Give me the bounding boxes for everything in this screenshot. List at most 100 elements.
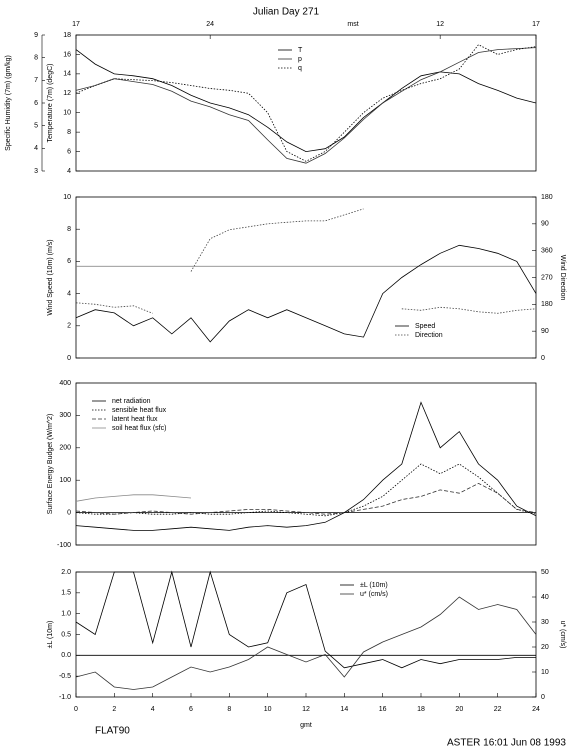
series-line <box>75 49 537 153</box>
y-tick-label: 200 <box>59 445 71 452</box>
y-tick-label: 0.0 <box>61 652 71 659</box>
series-line <box>75 494 192 502</box>
y-tick-label: 0.5 <box>61 631 71 638</box>
x2-tick-label: 17 <box>532 21 540 28</box>
x2-tick-label: 17 <box>72 21 80 28</box>
y-tick-label: 6 <box>67 148 71 155</box>
x-tick-label: 24 <box>532 706 540 713</box>
y-tick-label: 4 <box>67 290 71 297</box>
y-tick-label: 2 <box>67 323 71 330</box>
y2-tick-label: 20 <box>541 644 549 651</box>
footer-right: ASTER 16:01 Jun 08 1993 <box>447 738 566 749</box>
series-line <box>75 244 537 343</box>
x-tick-label: 20 <box>455 706 463 713</box>
y-tick-label: 2.0 <box>61 569 71 576</box>
y-tick-label: 16 <box>63 51 71 58</box>
legend-label: net radiation <box>112 398 151 405</box>
y2-tick-label: 180 <box>541 194 553 201</box>
x-tick-label: 22 <box>494 706 502 713</box>
y2-tick-label: 30 <box>541 619 549 626</box>
y-tick-label: 300 <box>59 412 71 419</box>
y-tick-label: 0 <box>67 509 71 516</box>
x2-axis-label: mst <box>347 21 358 28</box>
x-tick-label: 12 <box>302 706 310 713</box>
legend-label: sensible heat flux <box>112 407 167 414</box>
y-tick-label: 6 <box>67 258 71 265</box>
plot-frame <box>75 34 537 172</box>
y-tick-label: 8 <box>67 129 71 136</box>
y-tick-label: 1.0 <box>61 611 71 618</box>
y-axis-label: Wind Speed (10m) (m/s) <box>47 239 54 315</box>
y-axis-label: Surface Energy Budget (W/m^2) <box>47 414 54 515</box>
series-line <box>75 596 537 690</box>
x-tick-label: 18 <box>417 706 425 713</box>
series-line <box>75 208 537 314</box>
chart-title: Julian Day 271 <box>253 7 320 18</box>
x-tick-label: 16 <box>379 706 387 713</box>
y-tick-label: 8 <box>67 226 71 233</box>
x-tick-label: 8 <box>227 706 231 713</box>
x-tick-label: 10 <box>264 706 272 713</box>
x2-tick-label: 12 <box>436 21 444 28</box>
y2-tick-label: 270 <box>541 274 553 281</box>
x-tick-label: 4 <box>151 706 155 713</box>
y-tick-label: 0 <box>67 355 71 362</box>
y2-tick-label: 90 <box>541 328 549 335</box>
legend-label: latent heat flux <box>112 416 158 423</box>
y2-tick-label: 10 <box>541 669 549 676</box>
x-tick-label: 6 <box>189 706 193 713</box>
series-line <box>75 482 537 515</box>
legend-label: Speed <box>415 323 435 330</box>
x-axis-label: gmt <box>300 722 312 729</box>
y-tick-label: 10 <box>63 110 71 117</box>
y2-tick-label: 3 <box>34 168 38 175</box>
x-tick-label: 14 <box>340 706 348 713</box>
legend-label: T <box>298 47 303 54</box>
y2-tick-label: 50 <box>541 569 549 576</box>
y2-tick-label: 7 <box>34 77 38 84</box>
y-tick-label: 400 <box>59 380 71 387</box>
series-line <box>75 44 537 162</box>
y-tick-label: 12 <box>63 90 71 97</box>
x-tick-label: 0 <box>74 706 78 713</box>
x-tick-label: 2 <box>112 706 116 713</box>
footer-left: FLAT90 <box>95 726 130 737</box>
series-line <box>75 401 537 531</box>
series-line <box>75 47 537 164</box>
y2-tick-label: 360 <box>541 248 553 255</box>
y-tick-label: 100 <box>59 477 71 484</box>
series-line <box>75 570 536 669</box>
y2-axis-label: u* (cm/s) <box>559 621 566 649</box>
legend-label: u* (cm/s) <box>360 591 388 598</box>
y2-tick-label: 90 <box>541 221 549 228</box>
y-tick-label: 4 <box>67 168 71 175</box>
series-line <box>75 463 537 517</box>
legend-label: soil heat flux (sfc) <box>112 425 166 432</box>
legend-label: q <box>298 65 302 72</box>
y2-tick-label: 8 <box>34 55 38 62</box>
x2-tick-label: 24 <box>206 21 214 28</box>
y-tick-label: -100 <box>57 542 71 549</box>
y-tick-label: -0.5 <box>59 673 71 680</box>
y-axis-label: ±L (10m) <box>47 621 54 649</box>
y2-axis-label: Specific Humidity (7m) (gm/kg) <box>5 55 12 151</box>
y2-tick-label: 40 <box>541 594 549 601</box>
y-axis-label: Temperature (7m) (degC) <box>47 64 54 143</box>
y-tick-label: 14 <box>63 71 71 78</box>
legend-label: Direction <box>415 332 443 339</box>
y2-tick-label: 5 <box>34 123 38 130</box>
legend-label: p <box>298 56 302 63</box>
y2-tick-label: 0 <box>541 694 545 701</box>
y-tick-label: 10 <box>63 194 71 201</box>
y-tick-label: 1.5 <box>61 590 71 597</box>
y2-tick-label: 9 <box>34 32 38 39</box>
legend-label: ±L (10m) <box>360 582 388 589</box>
y-tick-label: -1.0 <box>59 694 71 701</box>
y2-tick-label: 6 <box>34 100 38 107</box>
y2-tick-label: 4 <box>34 145 38 152</box>
plot-frame <box>75 571 537 698</box>
y2-tick-label: 180 <box>541 301 553 308</box>
plot-frame <box>75 382 537 546</box>
y2-axis-label: Wind Direction <box>559 255 566 301</box>
